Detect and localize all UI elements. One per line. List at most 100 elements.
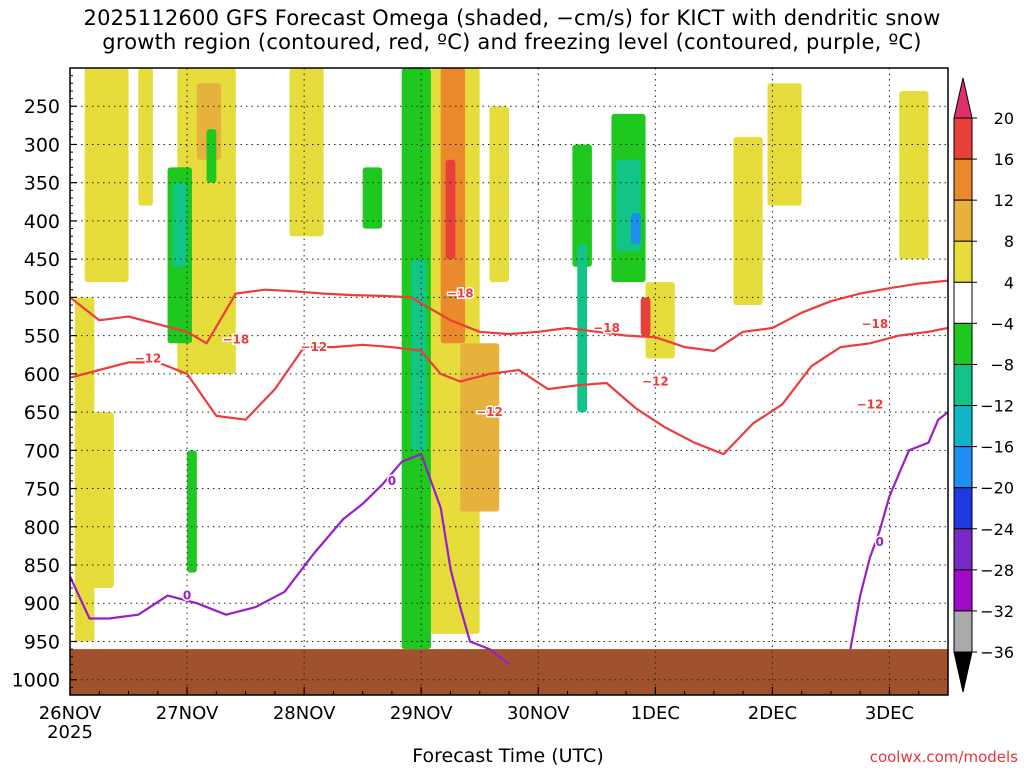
omega-region-10	[362, 167, 383, 229]
x-tick-label-26NOV: 26NOV	[39, 703, 102, 724]
grid-layer	[70, 68, 948, 695]
contour-label-0: −18	[222, 332, 249, 346]
colorbar-label-13: −36	[980, 643, 1014, 662]
ground-surface	[70, 649, 948, 695]
colorbar-bin-1	[953, 158, 973, 201]
y-tick-label-750: 750	[24, 479, 60, 501]
omega-region-19	[572, 144, 592, 267]
y-tick-label-400: 400	[24, 211, 60, 233]
x-tick-label-3DEC: 3DEC	[865, 703, 914, 724]
contour-label-5: −18	[593, 321, 620, 335]
x-axis-title: Forecast Time (UTC)	[412, 745, 604, 767]
y-tick-label-600: 600	[24, 364, 60, 386]
colorbar-bin-7	[953, 405, 973, 448]
omega-region-7	[172, 182, 188, 267]
omega-region-25	[640, 297, 651, 336]
ground-layer	[70, 649, 948, 695]
colorbar-bin-3	[953, 240, 973, 283]
colorbar-bin-9	[953, 487, 973, 530]
contour-label-7: −18	[861, 317, 888, 331]
colorbar-bin-0	[953, 117, 973, 160]
contour-label-layer: −18 −12 −12 −18 −12 −18 −12 −18 −12 0 0 0	[133, 285, 890, 604]
omega-region-2	[84, 412, 114, 588]
y-tick-label-1000: 1000	[12, 670, 60, 692]
chart-title: 2025112600 GFS Forecast Omega (shaded, −…	[0, 6, 1024, 54]
colorbar-label-9: −20	[980, 479, 1014, 498]
contour-line-2-segment-2	[849, 411, 948, 650]
x-tick-label-1DEC: 1DEC	[631, 703, 680, 724]
omega-region-18	[489, 106, 509, 283]
omega-region-1	[84, 68, 129, 283]
omega-region-9	[187, 450, 197, 573]
colorbar-label-2: 12	[994, 191, 1014, 210]
y-tick-label-250: 250	[24, 96, 60, 118]
x-tick-label-2DEC: 2DEC	[748, 703, 797, 724]
colorbar-label-10: −24	[980, 520, 1014, 539]
contour-layer	[70, 279, 948, 666]
contour-label-4: −12	[476, 405, 503, 419]
omega-region-13	[411, 259, 427, 451]
omega-shading-layer	[74, 68, 929, 650]
credit-link[interactable]: coolwx.com/models	[869, 748, 1018, 766]
x-tick-label-30NOV: 30NOV	[507, 703, 570, 724]
colorbar-label-3: 8	[1004, 232, 1014, 251]
colorbar-bin-5	[953, 322, 973, 365]
y-tick-label-550: 550	[24, 326, 60, 348]
colorbar-bin-2	[953, 199, 973, 242]
contour-line-0	[70, 279, 948, 352]
contour-label-2: −12	[301, 340, 328, 354]
y-tick-label-850: 850	[24, 555, 60, 577]
y-tick-label-800: 800	[24, 517, 60, 539]
colorbar-label-0: 20	[994, 109, 1014, 128]
omega-region-3	[138, 68, 153, 206]
contour-label-9: 0	[183, 589, 191, 603]
x-year-label: 2025	[47, 722, 93, 743]
omega-region-11	[289, 68, 324, 237]
contour-label-10: 0	[388, 474, 396, 488]
contour-label-8: −12	[857, 397, 884, 411]
x-tick-label-27NOV: 27NOV	[156, 703, 219, 724]
colorbar-bin-6	[953, 363, 973, 407]
colorbar-top-arrow	[953, 77, 973, 119]
y-tick-label-350: 350	[24, 173, 60, 195]
contour-line-2	[70, 453, 510, 666]
contour-label-3: −18	[447, 287, 474, 301]
contour-line-1	[70, 326, 948, 456]
y-tick-label-900: 900	[24, 593, 60, 615]
colorbar-label-8: −16	[980, 438, 1014, 457]
y-tick-label-450: 450	[24, 249, 60, 271]
omega-region-16	[445, 159, 456, 260]
colorbar-label-1: 16	[994, 150, 1014, 169]
omega-region-26	[733, 136, 763, 306]
colorbar-label-5: −4	[990, 314, 1014, 333]
colorbar-bin-12	[953, 610, 973, 653]
omega-region-28	[899, 90, 929, 260]
colorbar-bottom-arrow	[953, 651, 973, 693]
colorbar-bin-8	[953, 446, 973, 489]
colorbar: 20 16 12 8 4 −4 −8 −12 −16 −20 −24 −28 −32 −36	[953, 77, 1014, 693]
colorbar-bin-4	[953, 281, 973, 324]
colorbar-label-7: −12	[980, 397, 1014, 416]
x-tick-label-28NOV: 28NOV	[273, 703, 336, 724]
omega-region-27	[767, 83, 802, 206]
contour-label-11: 0	[876, 535, 884, 549]
colorbar-label-6: −8	[990, 355, 1014, 374]
title-line-1: 2025112600 GFS Forecast Omega (shaded, −…	[83, 6, 941, 30]
y-tick-label-700: 700	[24, 440, 60, 462]
omega-region-17	[460, 343, 500, 512]
y-tick-label-950: 950	[24, 631, 60, 653]
omega-region-20	[577, 243, 588, 413]
colorbar-bin-10	[953, 528, 973, 571]
omega-region-8	[206, 129, 217, 183]
title-line-2: growth region (contoured, red, ºC) and f…	[102, 30, 922, 54]
contour-label-1: −12	[135, 352, 162, 366]
axes-layer: 250 300 350 400 450 500 550 600 650 700 750 800 850 9…	[12, 67, 949, 743]
colorbar-label-12: −32	[980, 602, 1014, 621]
colorbar-label-11: −28	[980, 561, 1014, 580]
y-tick-label-650: 650	[24, 402, 60, 424]
colorbar-label-4: 4	[1004, 273, 1014, 292]
y-tick-label-500: 500	[24, 287, 60, 309]
omega-region-24	[645, 282, 675, 359]
contour-label-6: −12	[642, 375, 669, 389]
